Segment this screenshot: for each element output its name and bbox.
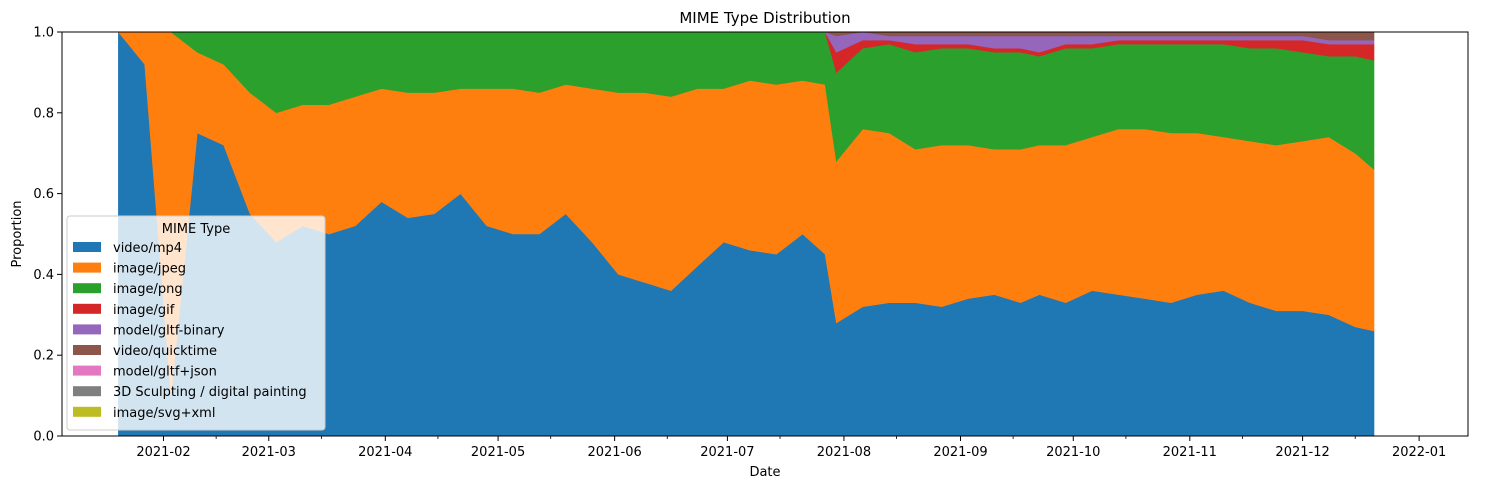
y-tick-label: 0.0	[33, 430, 54, 445]
y-tick-label: 0.2	[33, 349, 54, 364]
legend-label: image/svg+xml	[113, 406, 215, 421]
legend-box	[66, 215, 326, 431]
legend-label: image/png	[113, 282, 183, 297]
y-tick-label: 0.8	[33, 106, 54, 121]
x-tick-label: 2021-03	[242, 445, 296, 460]
legend-swatch	[73, 303, 101, 314]
y-tick-label: 0.4	[33, 268, 54, 283]
y-tick-label: 1.0	[33, 26, 54, 41]
legend-swatch	[73, 345, 101, 355]
x-tick-label: 2021-08	[817, 445, 871, 460]
x-axis-title: Date	[749, 465, 780, 480]
y-axis-title: Proportion	[10, 200, 25, 267]
legend-label: model/gltf+json	[113, 365, 217, 380]
x-tick-label: 2021-09	[933, 445, 987, 460]
legend-label: image/gif	[113, 303, 175, 318]
x-tick-label: 2021-06	[587, 445, 641, 460]
legend-title: MIME Type	[162, 222, 230, 237]
legend-label: video/mp4	[113, 241, 182, 256]
plot-frame	[61, 31, 1469, 437]
legend-swatch	[73, 365, 101, 376]
legend-swatch	[73, 262, 101, 273]
chart-title: MIME Type Distribution	[679, 9, 850, 27]
y-tick-label: 0.6	[33, 187, 54, 202]
legend-swatch	[73, 386, 101, 397]
legend-swatch	[73, 242, 101, 252]
legend-label: model/gltf-binary	[113, 323, 225, 338]
x-tick-label: 2021-04	[358, 445, 412, 460]
x-tick-label: 2021-02	[136, 445, 190, 460]
legend: MIME Type video/mp4 image/jpeg image/png im…	[66, 215, 326, 431]
axes: 2021-02 2021-03 2021-04 2021-05 2021-06 2021-…	[33, 26, 1446, 461]
x-tick-label: 2021-05	[471, 445, 525, 460]
x-tick-label: 2021-12	[1275, 445, 1329, 460]
x-tick-label: 2021-11	[1163, 445, 1217, 460]
legend-label: image/jpeg	[113, 262, 186, 277]
x-tick-label: 2021-07	[700, 445, 754, 460]
legend-swatch	[73, 406, 101, 417]
legend-label: video/quicktime	[113, 344, 217, 359]
legend-label: 3D Sculpting / digital painting	[113, 385, 307, 400]
x-tick-label: 2022-01	[1392, 445, 1446, 460]
legend-swatch	[73, 283, 101, 294]
legend-swatch	[73, 324, 101, 335]
x-tick-label: 2021-10	[1046, 445, 1100, 460]
